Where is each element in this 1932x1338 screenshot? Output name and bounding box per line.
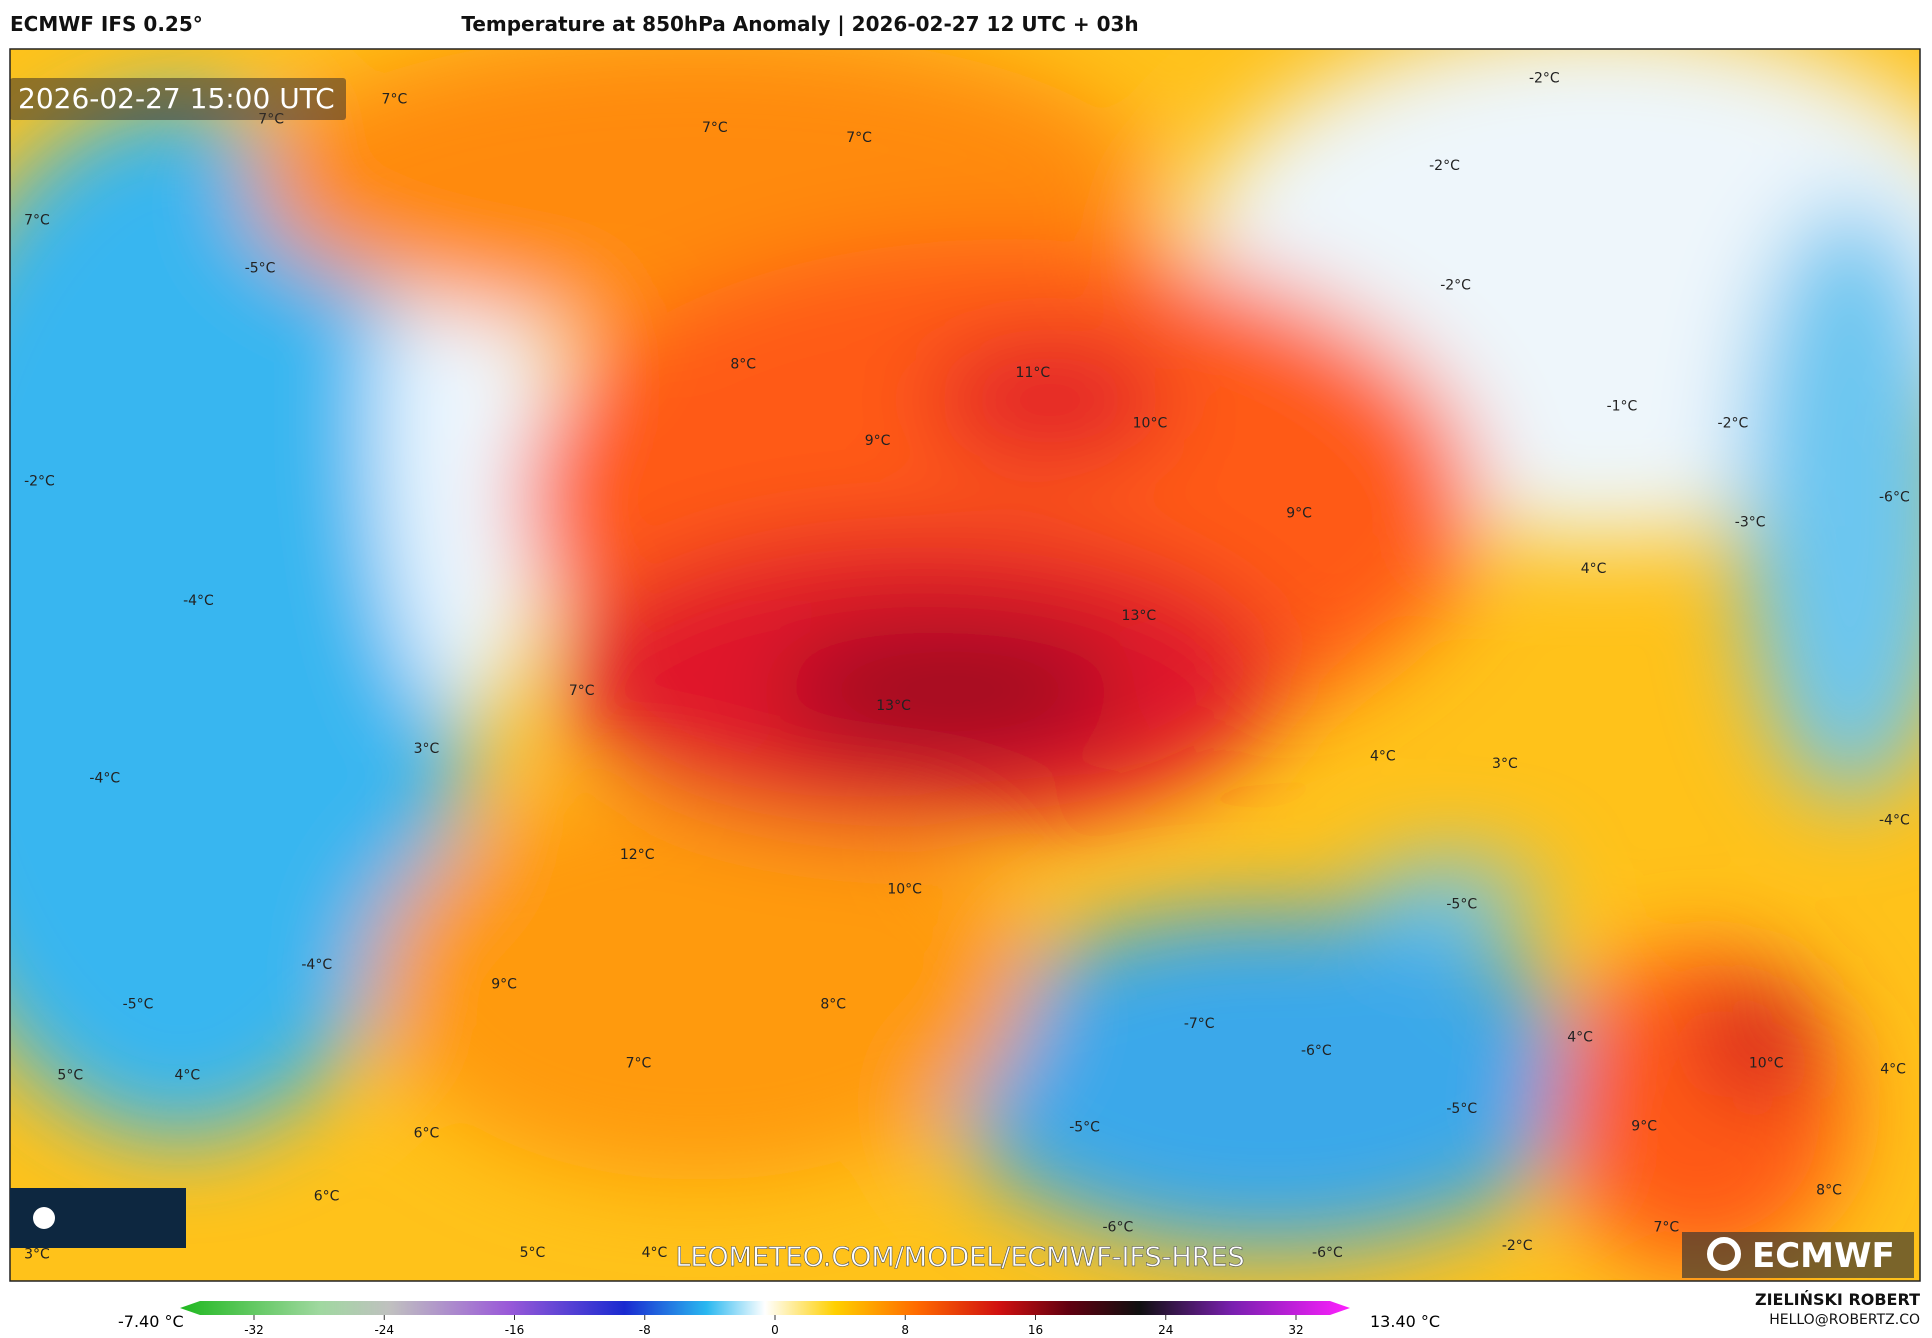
colorbar bbox=[180, 1301, 1350, 1315]
map-label: 7°C bbox=[1653, 1219, 1679, 1235]
map-label: 9°C bbox=[1631, 1118, 1657, 1134]
map-label: 7°C bbox=[569, 683, 595, 699]
timestamp-box bbox=[10, 78, 346, 120]
map-label: -2°C bbox=[24, 474, 55, 490]
map-label: -6°C bbox=[1301, 1043, 1332, 1059]
map-label: -3°C bbox=[1735, 514, 1766, 530]
map-label: -6°C bbox=[1312, 1245, 1343, 1261]
map-label: 12°C bbox=[620, 847, 655, 863]
map-label: -2°C bbox=[1429, 158, 1460, 174]
map-label: 10°C bbox=[1133, 416, 1168, 432]
chart-title: Temperature at 850hPa Anomaly | 2026-02-… bbox=[461, 12, 1139, 36]
logo: ECMWF bbox=[1752, 1236, 1895, 1276]
sun-icon bbox=[33, 1207, 55, 1229]
map-label: 11°C bbox=[1016, 365, 1051, 381]
colorbar-tick-label: -24 bbox=[374, 1323, 394, 1337]
map-label: 4°C bbox=[1880, 1062, 1906, 1078]
map-label: 3°C bbox=[24, 1246, 50, 1262]
map-field bbox=[10, 49, 1920, 1281]
map-label: -5°C bbox=[123, 996, 154, 1012]
map-label: 6°C bbox=[314, 1189, 340, 1205]
model-name: ECMWF IFS 0.25° bbox=[10, 12, 203, 36]
map-label: -5°C bbox=[1446, 1101, 1477, 1117]
map-label: 4°C bbox=[1567, 1030, 1593, 1046]
map-label: 5°C bbox=[57, 1068, 83, 1084]
map-label: 7°C bbox=[626, 1055, 652, 1071]
map-label: 13°C bbox=[876, 698, 911, 714]
map-label: 13°C bbox=[1122, 608, 1157, 624]
map-label: -6°C bbox=[1879, 490, 1910, 506]
colorbar-min: -7.40 °C bbox=[118, 1312, 184, 1331]
colorbar-tick-label: -32 bbox=[244, 1323, 264, 1337]
map-label: -6°C bbox=[1103, 1219, 1134, 1235]
map-label: 10°C bbox=[887, 882, 922, 898]
colorbar-tick-label: 0 bbox=[771, 1323, 779, 1337]
colorbar-max: 13.40 °C bbox=[1370, 1312, 1440, 1331]
map-label: 8°C bbox=[820, 996, 846, 1012]
timestamp: 2026-02-27 15:00 UTC bbox=[18, 82, 335, 115]
map-label: 3°C bbox=[1492, 756, 1518, 772]
map-label: 9°C bbox=[865, 433, 891, 449]
map-label: 4°C bbox=[174, 1068, 200, 1084]
map-label: -5°C bbox=[245, 260, 276, 276]
contact: HELLO@ROBERTZ.CO bbox=[1769, 1312, 1920, 1328]
map-label: 9°C bbox=[491, 977, 517, 993]
map-label: 8°C bbox=[730, 357, 756, 373]
map-label: -4°C bbox=[183, 593, 214, 609]
map-label: -2°C bbox=[1529, 71, 1560, 87]
map-label: -4°C bbox=[301, 957, 332, 973]
map-label: -4°C bbox=[89, 771, 120, 787]
map-label: -2°C bbox=[1718, 416, 1749, 432]
map-label: 7°C bbox=[702, 120, 728, 136]
logo-icon bbox=[1707, 1237, 1741, 1271]
map-label: 4°C bbox=[642, 1245, 668, 1261]
map-label: 6°C bbox=[414, 1126, 440, 1142]
map-label: 10°C bbox=[1749, 1055, 1784, 1071]
map-label: 4°C bbox=[1370, 749, 1396, 765]
map-label: -7°C bbox=[1184, 1016, 1215, 1032]
map-label: 8°C bbox=[1816, 1182, 1842, 1198]
map-label: 7°C bbox=[846, 130, 872, 146]
map-label: 7°C bbox=[382, 92, 408, 108]
map-label: -4°C bbox=[1879, 813, 1910, 829]
map-label: 9°C bbox=[1286, 506, 1312, 522]
author: ZIELIŃSKI ROBERT bbox=[1754, 1290, 1920, 1309]
colorbar-tick-label: 24 bbox=[1158, 1323, 1173, 1337]
map-label: -5°C bbox=[1446, 896, 1477, 912]
map-label: -2°C bbox=[1440, 278, 1471, 294]
map-label: 4°C bbox=[1581, 561, 1607, 577]
watermark: LEOMETEO.COM/MODEL/ECMWF-IFS-HRES bbox=[675, 1242, 1244, 1273]
colorbar-tick-label: 8 bbox=[901, 1323, 909, 1337]
map-label: -1°C bbox=[1607, 398, 1638, 414]
map-label: -2°C bbox=[1502, 1238, 1533, 1254]
map-label: -5°C bbox=[1069, 1120, 1100, 1136]
colorbar-tick-label: 16 bbox=[1028, 1323, 1043, 1337]
map-label: 5°C bbox=[520, 1245, 546, 1261]
map-label: 7°C bbox=[24, 212, 50, 228]
colorbar-tick-label: 32 bbox=[1288, 1323, 1303, 1337]
colorbar-tick-label: -16 bbox=[505, 1323, 525, 1337]
map-label: 3°C bbox=[414, 741, 440, 757]
colorbar-tick-label: -8 bbox=[639, 1323, 651, 1337]
